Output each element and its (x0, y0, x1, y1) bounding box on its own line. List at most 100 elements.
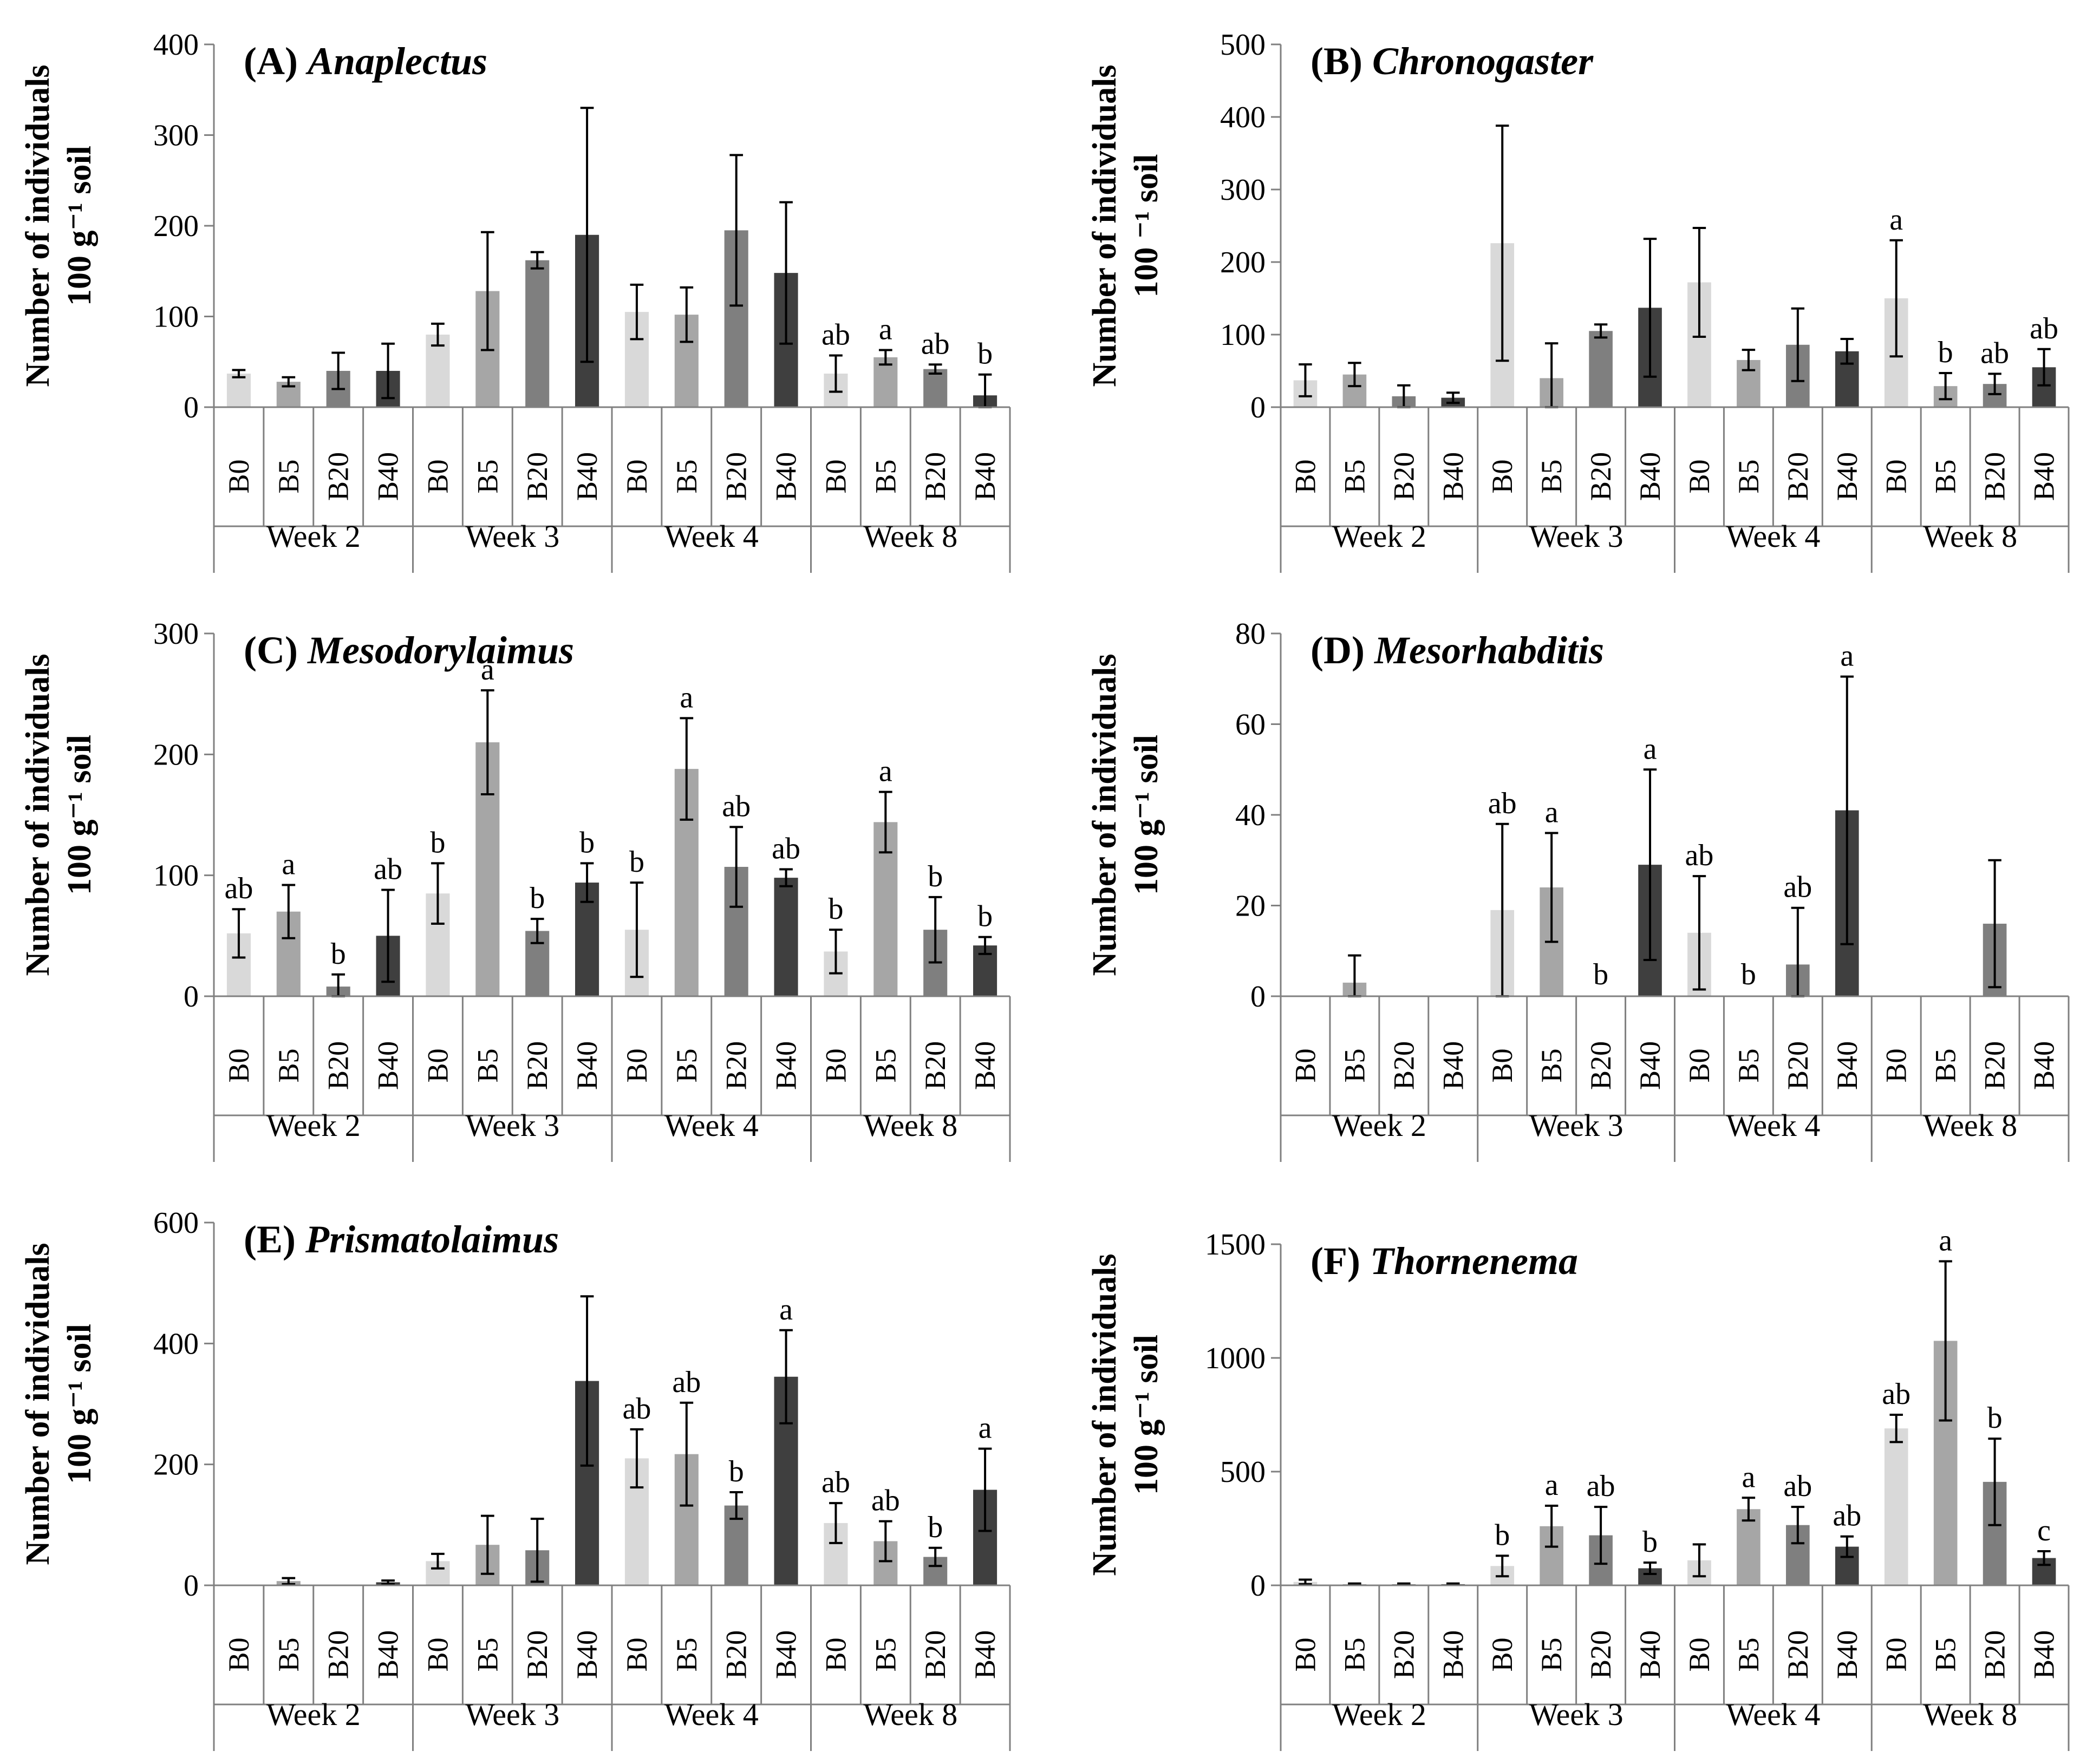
y-tick-label: 400 (153, 1327, 199, 1361)
x-category-label: B40 (2028, 452, 2061, 501)
y-tick-label: 400 (1220, 101, 1266, 134)
bar (923, 369, 948, 407)
x-category-label: B20 (521, 452, 553, 501)
x-category-label: B20 (1585, 1041, 1617, 1090)
panel-title-genus: Chronogaster (1372, 40, 1594, 83)
week-label: Week 8 (863, 519, 957, 554)
x-category-label: B5 (1732, 1048, 1765, 1082)
significance-letter: ab (623, 1392, 651, 1426)
x-category-label: B20 (1387, 452, 1420, 501)
panel-title: (D) Mesorhabditis (1310, 629, 1604, 672)
x-category-label: B40 (372, 1630, 405, 1679)
x-category-label: B20 (919, 1630, 951, 1679)
significance-letter: a (1939, 1224, 1952, 1258)
x-category-label: B20 (521, 1041, 553, 1090)
significance-letter: ab (1488, 787, 1517, 820)
x-category-label: B5 (670, 1048, 703, 1082)
significance-letter: b (530, 881, 545, 915)
week-label: Week 4 (664, 1697, 759, 1732)
bar (1884, 1428, 1908, 1585)
bar (426, 335, 450, 407)
significance-letter: ab (1783, 871, 1812, 904)
significance-letter: ab (1587, 1469, 1615, 1503)
significance-letter: b (928, 1511, 943, 1544)
y-axis-title-line1: Number of individuals (1086, 1254, 1123, 1576)
x-category-label: B5 (1338, 1637, 1371, 1671)
y-tick-label: 100 (153, 859, 199, 893)
y-tick-label: 100 (153, 300, 199, 334)
x-category-label: B0 (819, 459, 852, 493)
y-axis-title-line1: Number of individuals (19, 65, 56, 387)
significance-letter: a (779, 1293, 793, 1327)
x-category-label: B0 (621, 1637, 653, 1671)
week-label: Week 4 (1726, 1108, 1820, 1143)
x-category-label: B5 (1732, 459, 1765, 493)
y-tick-label: 0 (184, 1569, 199, 1603)
bar (226, 374, 251, 407)
x-category-label: B0 (1683, 1637, 1716, 1671)
x-category-label: B0 (1486, 1637, 1518, 1671)
bar (774, 878, 798, 996)
significance-letter: a (680, 681, 693, 714)
significance-letter: a (1840, 639, 1854, 673)
y-tick-label: 200 (153, 1448, 199, 1482)
panel-title-genus: Mesorhabditis (1374, 629, 1604, 672)
significance-letter: b (1495, 1518, 1510, 1552)
significance-letter: ab (871, 1484, 900, 1518)
x-category-label: B5 (670, 1637, 703, 1671)
y-tick-label: 80 (1235, 617, 1266, 651)
y-tick-label: 100 (1220, 318, 1266, 352)
week-label: Week 3 (465, 519, 559, 554)
y-tick-label: 400 (153, 28, 199, 62)
x-category-label: B5 (272, 1048, 305, 1082)
chart-panel-c: 0 100 200 300 Number of individuals 100 g⁻¹ s… (19, 617, 1011, 1162)
week-label: Week 3 (1529, 1697, 1623, 1732)
x-category-label: B40 (571, 1630, 603, 1679)
x-category-label: B40 (2028, 1041, 2061, 1090)
y-tick-label: 500 (1220, 28, 1266, 62)
x-category-label: B20 (1782, 1630, 1814, 1679)
y-tick-label: 20 (1235, 890, 1266, 923)
week-label: Week 2 (266, 1108, 361, 1143)
x-category-label: B0 (223, 459, 255, 493)
panel-title-genus: Prismatolaimus (305, 1218, 559, 1261)
x-category-label: B20 (1782, 1041, 1814, 1090)
significance-letter: ab (672, 1366, 701, 1399)
x-category-label: B20 (521, 1630, 553, 1679)
y-tick-label: 300 (1220, 173, 1266, 207)
week-label: Week 3 (465, 1697, 559, 1732)
x-category-label: B40 (1831, 1630, 1863, 1679)
week-label: Week 8 (1923, 519, 2017, 554)
y-tick-label: 200 (153, 210, 199, 243)
x-category-label: B0 (621, 1048, 653, 1082)
significance-letter: ab (2030, 312, 2058, 345)
x-category-label: B5 (1535, 459, 1568, 493)
x-category-label: B0 (421, 459, 454, 493)
y-axis-title-line1: Number of individuals (1086, 654, 1123, 976)
y-tick-label: 0 (1250, 980, 1266, 1014)
x-category-label: B40 (571, 452, 603, 501)
y-axis-title-line1: Number of individuals (19, 654, 56, 976)
x-category-label: B5 (869, 459, 902, 493)
significance-letter: ab (225, 872, 253, 905)
chart-panel-d: 0 20 40 60 80 Number of individuals 100 g⁻¹ so… (1086, 617, 2070, 1162)
y-tick-label: 300 (153, 617, 199, 651)
x-category-label: B0 (1486, 459, 1518, 493)
x-category-label: B5 (471, 459, 504, 493)
significance-letter: b (1741, 958, 1756, 991)
x-category-label: B20 (1979, 1630, 2011, 1679)
significance-letter: b (828, 892, 843, 926)
week-label: Week 3 (1529, 519, 1623, 554)
x-category-label: B40 (1634, 1041, 1666, 1090)
significance-letter: a (1889, 203, 1903, 237)
x-category-label: B0 (819, 1048, 852, 1082)
significance-letter: ab (1882, 1377, 1911, 1411)
significance-letter: b (579, 826, 595, 859)
x-category-label: B0 (421, 1637, 454, 1671)
y-tick-label: 60 (1235, 708, 1266, 742)
significance-letter: a (481, 653, 494, 687)
y-tick-label: 300 (153, 119, 199, 153)
week-label: Week 4 (664, 1108, 759, 1143)
y-tick-label: 1500 (1205, 1228, 1266, 1262)
